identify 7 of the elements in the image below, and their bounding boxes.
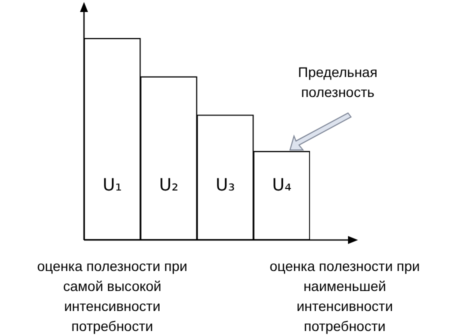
annotation: Предельная полезность	[297, 63, 378, 102]
x-tick-label: U₂	[159, 175, 178, 196]
x-tick-label: U₃	[216, 175, 235, 196]
x-tick-label: U₁	[102, 175, 122, 196]
x-tick-label: U₄	[272, 175, 292, 196]
text: оценка полезности при самой высокой интенсивности потребности	[36, 257, 188, 335]
text: оценка полезности при наименьшей интенсивности потребности	[268, 257, 421, 335]
